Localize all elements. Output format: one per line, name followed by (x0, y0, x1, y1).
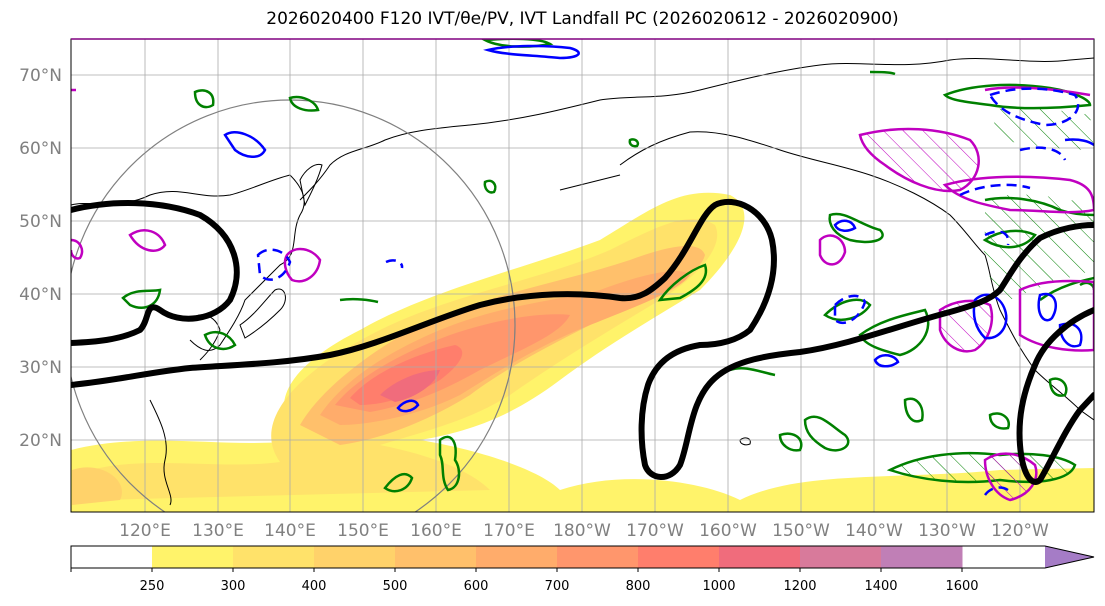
lat-label: 50°N (19, 212, 62, 232)
lon-label: 120°E (119, 521, 171, 541)
colorbar-label: 700 (545, 579, 570, 594)
colorbar-arrow (1045, 546, 1094, 568)
colorbar-cell (395, 546, 477, 568)
lon-label: 150°E (337, 521, 389, 541)
colorbar-label: 800 (626, 579, 651, 594)
colorbar-cell (557, 546, 639, 568)
colorbar-labels: 250 300 400 500 600 700 800 1000 1200 14… (140, 579, 979, 594)
lon-label: 140°W (845, 521, 903, 541)
lat-labels: 70°N 60°N 50°N 40°N 30°N 20°N (19, 66, 62, 451)
lon-label: 120°W (991, 521, 1049, 541)
lon-label: 150°W (772, 521, 830, 541)
colorbar-label: 1400 (864, 579, 897, 594)
lon-label: 170°W (626, 521, 684, 541)
colorbar-label: 1600 (945, 579, 978, 594)
lon-label: 160°W (699, 521, 757, 541)
figure-title: 2026020400 F120 IVT/θe/PV, IVT Landfall … (266, 9, 899, 29)
colorbar-cell (881, 546, 963, 568)
gridlines (71, 39, 1094, 512)
lat-label: 20°N (19, 431, 62, 451)
lat-label: 40°N (19, 285, 62, 305)
lon-labels: 120°E 130°E 140°E 150°E 160°E 170°E 180°… (119, 521, 1049, 541)
lat-label: 30°N (19, 358, 62, 378)
colorbar-cell (800, 546, 882, 568)
colorbar-label: 400 (302, 579, 327, 594)
colorbar: 250 300 400 500 600 700 800 1000 1200 14… (70, 545, 1095, 594)
colorbar-cell (233, 546, 315, 568)
lon-label: 180°W (553, 521, 611, 541)
lon-label: 170°E (483, 521, 535, 541)
colorbar-cells (71, 546, 963, 568)
colorbar-label: 300 (221, 579, 246, 594)
colorbar-label: 1000 (702, 579, 735, 594)
colorbar-cell (152, 546, 234, 568)
colorbar-ticks (70, 568, 963, 572)
colorbar-label: 250 (140, 579, 165, 594)
lon-label: 130°W (918, 521, 976, 541)
colorbar-cell (638, 546, 720, 568)
lat-label: 60°N (19, 139, 62, 159)
colorbar-cell (71, 546, 153, 568)
colorbar-cell (719, 546, 801, 568)
colorbar-label: 1200 (783, 579, 816, 594)
lat-label: 70°N (19, 66, 62, 86)
lon-label: 140°E (264, 521, 316, 541)
colorbar-cell (476, 546, 558, 568)
lon-label: 130°E (192, 521, 244, 541)
colorbar-label: 500 (383, 579, 408, 594)
pv-contour (71, 198, 1094, 485)
blue-dashed-contours (256, 87, 1080, 496)
lon-label: 160°E (410, 521, 462, 541)
colorbar-cell (314, 546, 396, 568)
colorbar-label: 600 (464, 579, 489, 594)
coastlines (71, 57, 1094, 506)
